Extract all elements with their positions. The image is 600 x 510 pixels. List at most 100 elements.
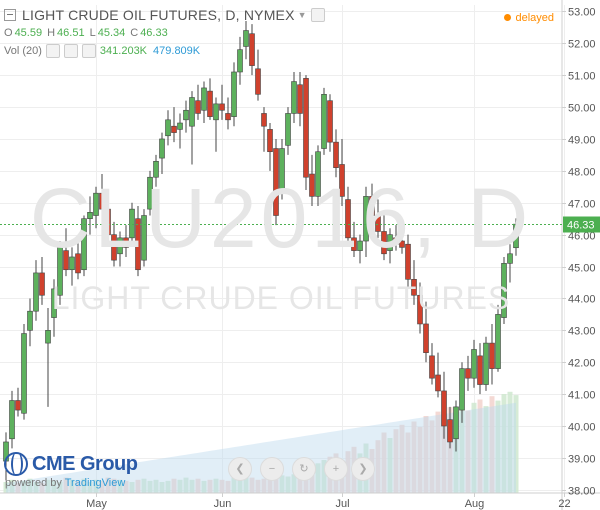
volume-bar bbox=[165, 480, 171, 493]
candle-body bbox=[213, 103, 219, 121]
globe-icon bbox=[4, 452, 28, 476]
volume-bar bbox=[237, 478, 243, 493]
volume-bar bbox=[381, 432, 387, 493]
price-tick-label: 49.00 bbox=[568, 135, 596, 147]
candle-body bbox=[147, 176, 153, 210]
candle-body bbox=[63, 250, 69, 271]
powered-by-link[interactable]: TradingView bbox=[64, 477, 126, 489]
volume-bar bbox=[207, 479, 213, 493]
candle-body bbox=[129, 208, 135, 239]
volume-bar bbox=[441, 416, 447, 493]
open-label: O bbox=[4, 27, 13, 39]
volume-bar bbox=[189, 479, 195, 493]
volume-bar bbox=[477, 399, 483, 493]
settings-icon[interactable] bbox=[45, 44, 60, 58]
candle-body bbox=[21, 333, 27, 414]
volume-bar bbox=[393, 429, 399, 493]
volume-bar bbox=[273, 477, 279, 493]
candle-body bbox=[87, 212, 93, 219]
candle-body bbox=[123, 237, 129, 248]
time-tick-label: Aug bbox=[465, 498, 485, 510]
powered-by: powered by TradingView bbox=[5, 477, 138, 489]
close-icon[interactable] bbox=[81, 44, 96, 58]
volume-bar bbox=[111, 478, 117, 493]
candle-body bbox=[99, 192, 105, 210]
candle-body bbox=[39, 272, 45, 296]
candle-body bbox=[417, 294, 423, 325]
time-tick-label: 22 bbox=[558, 498, 570, 510]
price-tick-label: 42.00 bbox=[568, 358, 596, 370]
candle-body bbox=[471, 349, 477, 379]
volume-bar bbox=[129, 482, 135, 493]
settings-icon[interactable] bbox=[310, 8, 325, 22]
candle-body bbox=[219, 103, 225, 111]
candle-body bbox=[393, 237, 399, 245]
candle-body bbox=[447, 419, 453, 443]
volume-bar bbox=[105, 477, 111, 493]
volume-bar bbox=[87, 482, 93, 493]
volume-bar bbox=[159, 482, 165, 493]
last-price-label: 46.33 bbox=[567, 220, 595, 232]
price-tick-label: 48.00 bbox=[568, 167, 596, 179]
volume-value: 341.203K bbox=[99, 45, 148, 57]
volume-bar bbox=[93, 479, 99, 493]
volume-bar bbox=[141, 478, 147, 493]
volume-bar bbox=[39, 483, 45, 493]
close-label: C bbox=[130, 27, 139, 39]
volume-bar bbox=[465, 410, 471, 493]
zoom-in-icon[interactable]: + bbox=[324, 457, 348, 481]
open-value: 45.59 bbox=[14, 27, 43, 39]
candle-body bbox=[105, 208, 111, 235]
zoom-out-icon[interactable]: − bbox=[260, 457, 284, 481]
eye-icon[interactable] bbox=[63, 44, 78, 58]
scroll-left-icon[interactable]: ❮ bbox=[228, 457, 252, 481]
price-tick-label: 39.00 bbox=[568, 454, 596, 466]
volume-bar bbox=[429, 420, 435, 493]
volume-bar bbox=[147, 480, 153, 493]
volume-bar bbox=[285, 476, 291, 493]
volume-bar bbox=[513, 395, 519, 493]
volume-bar bbox=[153, 479, 159, 493]
volume-bar bbox=[225, 480, 231, 493]
volume-bar bbox=[423, 416, 429, 493]
candle-body bbox=[291, 81, 297, 114]
volume-bar bbox=[489, 396, 495, 493]
volume-bar bbox=[453, 413, 459, 493]
candle-body bbox=[93, 192, 99, 216]
candle-body bbox=[57, 247, 63, 296]
candle-body bbox=[231, 71, 237, 117]
candle-body bbox=[303, 78, 309, 178]
candle-body bbox=[165, 119, 171, 137]
candle-body bbox=[69, 256, 75, 271]
candle-body bbox=[495, 314, 501, 369]
candle-body bbox=[141, 215, 147, 261]
scroll-right-icon[interactable]: ❯ bbox=[351, 457, 375, 481]
candle-body bbox=[159, 138, 165, 159]
cme-logo[interactable]: CME Group powered by TradingView bbox=[4, 452, 138, 489]
volume-bar bbox=[303, 468, 309, 493]
candle-body bbox=[27, 310, 33, 331]
candle-body bbox=[75, 253, 81, 274]
collapse-icon[interactable] bbox=[4, 9, 16, 21]
candle-body bbox=[201, 87, 207, 111]
price-tick-label: 47.00 bbox=[568, 199, 596, 211]
candle-body bbox=[333, 141, 339, 168]
candle-body bbox=[357, 240, 363, 251]
candle-body bbox=[279, 148, 285, 191]
price-tick-label: 51.00 bbox=[568, 71, 596, 83]
candle-body bbox=[273, 148, 279, 216]
delayed-status: delayed bbox=[504, 12, 554, 24]
candle-body bbox=[501, 263, 507, 318]
candle-body bbox=[399, 240, 405, 248]
reset-icon[interactable]: ↻ bbox=[292, 457, 316, 481]
candle-body bbox=[285, 113, 291, 146]
volume-bar bbox=[45, 479, 51, 493]
chart-legend: LIGHT CRUDE OIL FUTURES, D, NYMEX ▼ O 45… bbox=[4, 6, 325, 60]
chevron-down-icon[interactable]: ▼ bbox=[297, 10, 307, 20]
candle-body bbox=[297, 84, 303, 114]
symbol-title[interactable]: LIGHT CRUDE OIL FUTURES, D, NYMEX bbox=[22, 7, 295, 23]
volume-bar bbox=[135, 479, 141, 493]
price-tick-label: 52.00 bbox=[568, 39, 596, 51]
candle-body bbox=[405, 243, 411, 280]
